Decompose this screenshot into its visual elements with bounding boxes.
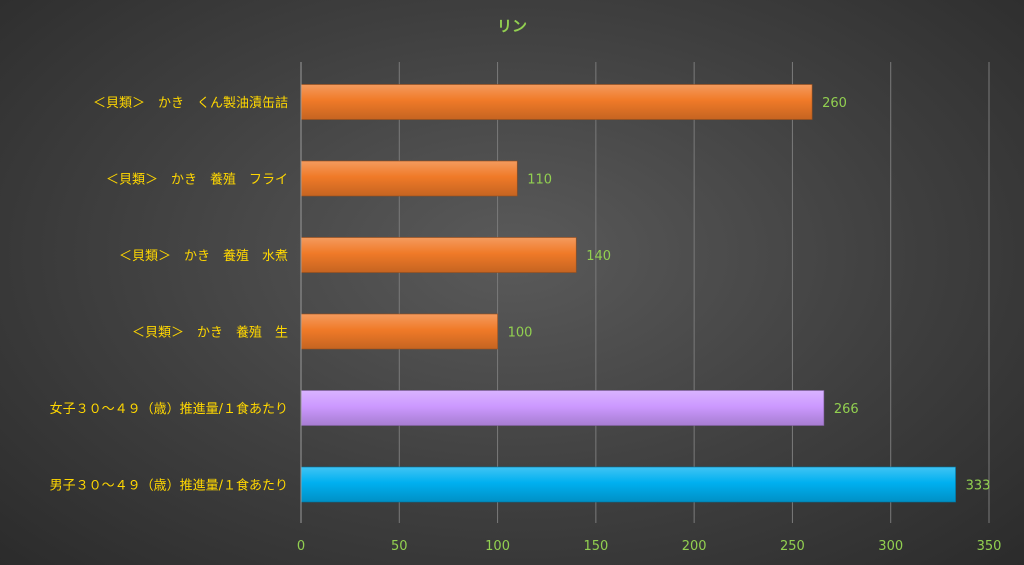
x-axis-tick-labels: 0 50 100 150 200 250 300 350 (297, 539, 1002, 554)
category-label: ＜貝類＞ かき 養殖 生 (132, 325, 288, 341)
bar (300, 313, 498, 350)
data-label: 110 (527, 173, 552, 188)
bar (300, 84, 813, 120)
data-label: 260 (822, 96, 847, 111)
data-label: 140 (586, 249, 611, 264)
category-labels: ＜貝類＞ かき くん製油漬缶詰 ＜貝類＞ かき 養殖 フライ ＜貝類＞ かき 養殖 … (50, 95, 288, 494)
x-tick-label: 300 (878, 539, 903, 554)
bars (300, 84, 956, 503)
gridlines (398, 62, 990, 523)
x-tick-label: 0 (297, 539, 305, 554)
x-tick-label: 200 (682, 539, 707, 554)
bar (300, 237, 577, 273)
bar (300, 466, 956, 503)
category-label: ＜貝類＞ かき 養殖 フライ (106, 172, 288, 188)
x-tick-label: 50 (391, 539, 408, 554)
category-label: 女子３０～４９（歳）推進量/１食あたり (50, 401, 288, 417)
bar (300, 390, 825, 426)
category-label: ＜貝類＞ かき くん製油漬缶詰 (93, 95, 288, 111)
chart-title: リン (497, 17, 527, 35)
data-label: 333 (966, 479, 991, 494)
x-tick-label: 250 (780, 539, 805, 554)
x-tick-label: 350 (977, 539, 1002, 554)
data-label: 266 (834, 402, 859, 417)
category-label: ＜貝類＞ かき 養殖 水煮 (119, 248, 288, 264)
value-labels: 260 110 140 100 266 333 (508, 96, 991, 494)
x-tick-label: 100 (485, 539, 510, 554)
data-label: 100 (508, 326, 533, 341)
x-tick-label: 150 (583, 539, 608, 554)
category-label: 男子３０～４９（歳）推進量/１食あたり (50, 478, 288, 494)
bar (300, 160, 518, 197)
